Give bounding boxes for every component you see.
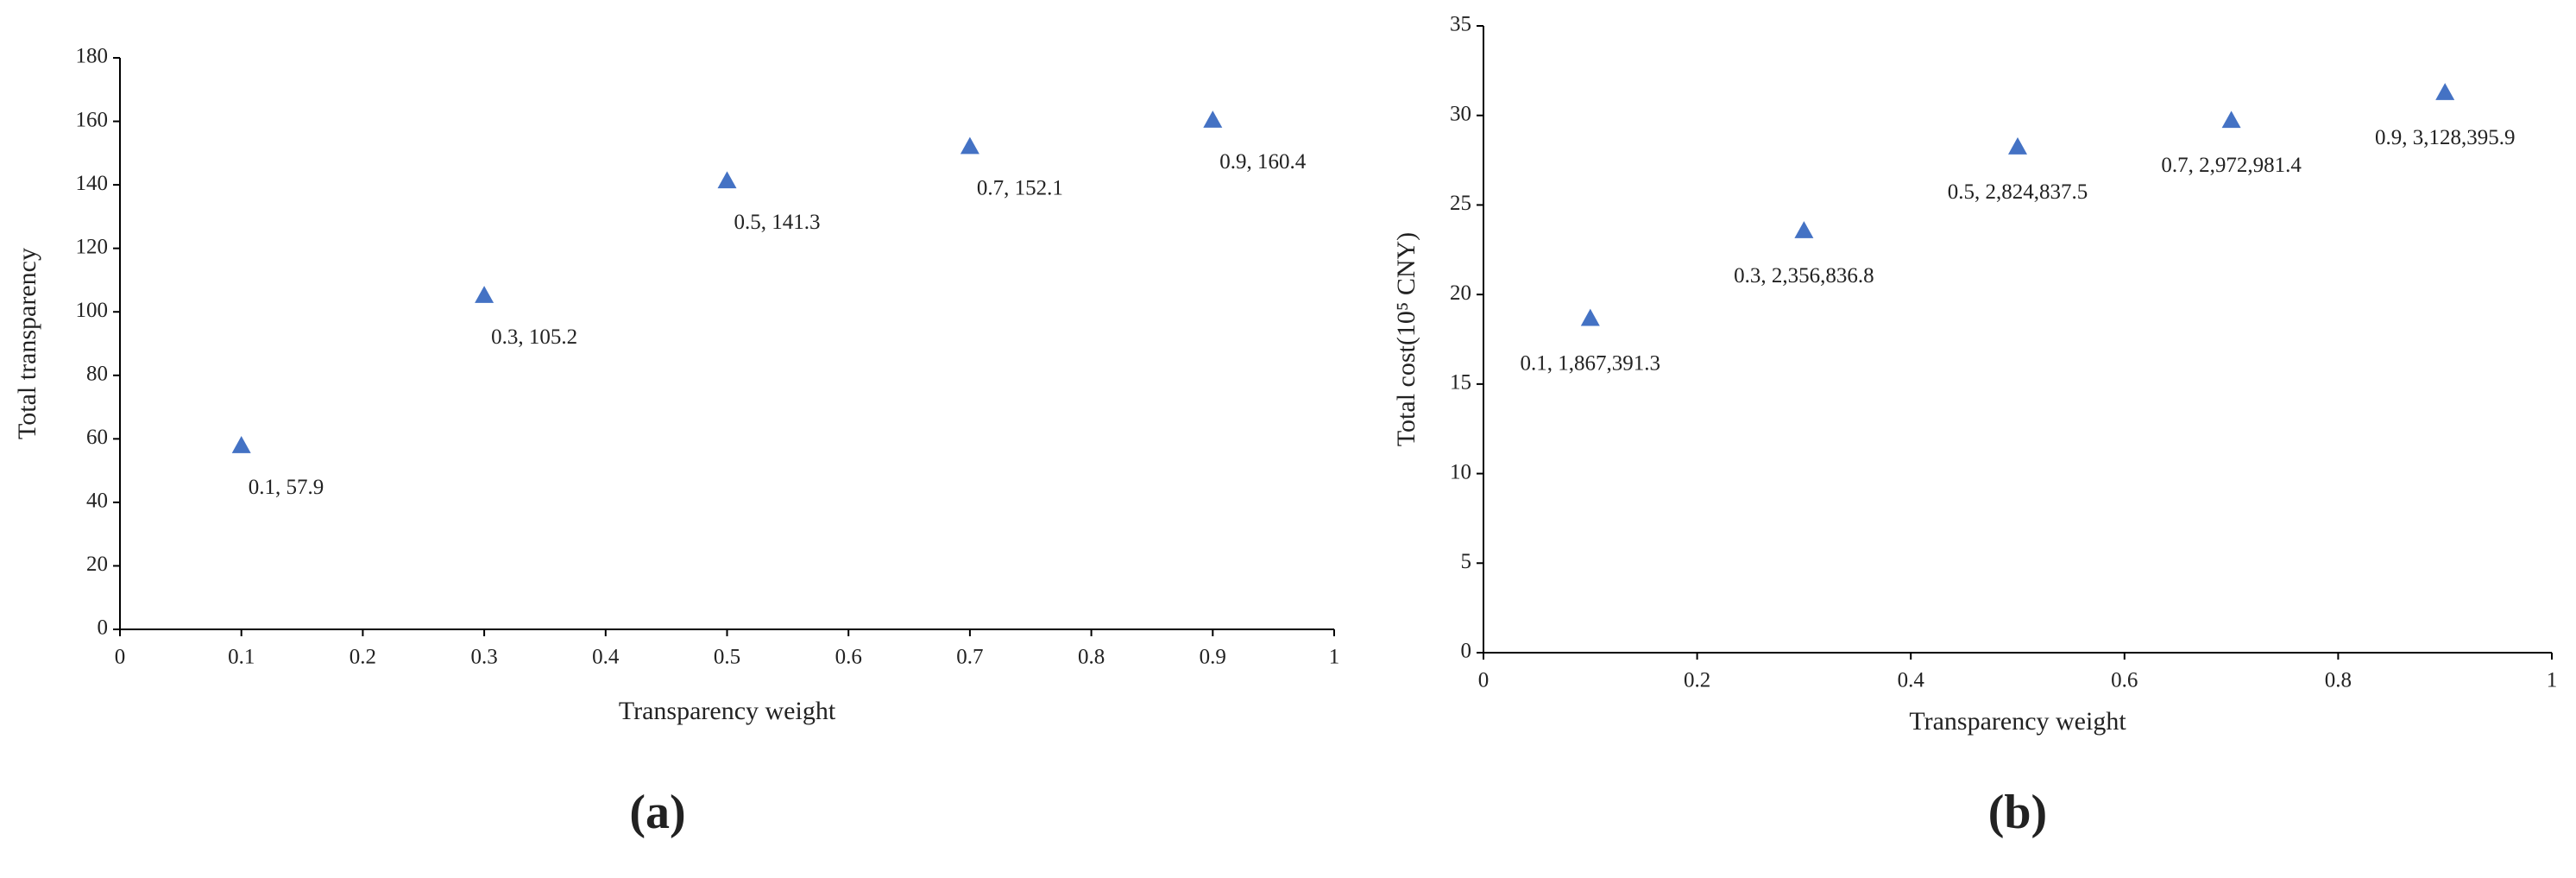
y-tick-label: 120 — [76, 235, 109, 258]
x-tick-label: 0 — [115, 646, 126, 669]
point — [2008, 137, 2027, 155]
x-tick-label: 0.6 — [835, 646, 862, 669]
x-tick-label: 0.3 — [470, 646, 497, 669]
x-tick-label: 0.4 — [592, 646, 620, 669]
point — [1794, 221, 1814, 238]
x-axis-title: Transparency weight — [619, 697, 836, 725]
x-tick-label: 0.8 — [2325, 669, 2352, 692]
y-tick-label: 160 — [76, 108, 109, 131]
x-tick-label: 1 — [2547, 669, 2558, 692]
point — [2435, 83, 2455, 100]
x-tick-label: 1 — [1329, 646, 1340, 669]
data-label: 0.9, 3,128,395.9 — [2375, 126, 2516, 149]
point — [475, 286, 494, 303]
data-label: 0.3, 105.2 — [491, 325, 577, 349]
y-tick-label: 10 — [1450, 460, 1471, 483]
point — [717, 171, 737, 189]
data-label: 0.5, 2,824,837.5 — [1948, 180, 2088, 204]
data-label: 0.5, 141.3 — [734, 211, 821, 234]
y-tick-label: 0 — [1461, 640, 1472, 663]
point — [2221, 111, 2241, 129]
point — [231, 436, 251, 453]
y-tick-label: 20 — [1450, 281, 1471, 305]
x-tick-label: 0.2 — [1684, 669, 1710, 692]
data-label: 0.7, 152.1 — [977, 176, 1063, 199]
data-label: 0.7, 2,972,981.4 — [2161, 154, 2302, 177]
y-tick-label: 15 — [1450, 371, 1471, 395]
y-tick-label: 60 — [86, 426, 108, 449]
data-label: 0.3, 2,356,836.8 — [1734, 264, 1874, 287]
y-tick-label: 180 — [76, 45, 109, 68]
x-tick-label: 0 — [1478, 669, 1490, 692]
point — [1203, 111, 1223, 128]
x-tick-label: 0.1 — [228, 646, 255, 669]
x-tick-label: 0.5 — [714, 646, 740, 669]
y-tick-label: 40 — [86, 490, 108, 513]
y-axis-title: Total cost(10⁵ CNY) — [1392, 232, 1420, 446]
y-tick-label: 35 — [1450, 13, 1471, 36]
caption: (a) — [629, 786, 685, 839]
y-tick-label: 140 — [76, 172, 109, 195]
y-tick-label: 0 — [98, 616, 109, 640]
y-tick-label: 20 — [86, 553, 108, 576]
point — [1580, 308, 1600, 326]
point — [960, 136, 979, 155]
x-tick-label: 0.8 — [1078, 646, 1105, 669]
data-label: 0.1, 57.9 — [249, 476, 324, 499]
y-tick-label: 100 — [76, 299, 109, 322]
y-tick-label: 5 — [1461, 550, 1472, 573]
caption: (b) — [1988, 786, 2047, 839]
x-tick-label: 0.7 — [956, 646, 983, 669]
data-label: 0.9, 160.4 — [1219, 150, 1307, 174]
y-tick-label: 25 — [1450, 192, 1471, 215]
x-tick-label: 0.4 — [1898, 669, 1925, 692]
data-label: 0.1, 1,867,391.3 — [1521, 351, 1661, 375]
y-tick-label: 30 — [1450, 102, 1471, 125]
x-tick-label: 0.6 — [2111, 669, 2138, 692]
x-axis-title: Transparency weight — [1909, 707, 2126, 736]
y-tick-label: 80 — [86, 363, 108, 386]
y-axis-title: Total transparency — [13, 248, 41, 439]
x-tick-label: 0.9 — [1200, 646, 1226, 669]
x-tick-label: 0.2 — [350, 646, 376, 669]
